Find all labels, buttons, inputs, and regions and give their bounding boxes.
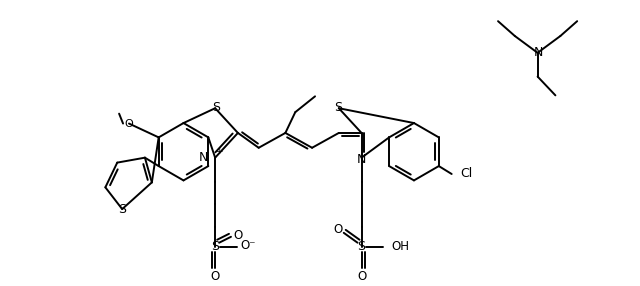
Text: O: O xyxy=(333,223,342,236)
Text: O: O xyxy=(233,229,243,242)
Text: S: S xyxy=(358,240,365,253)
Text: +: + xyxy=(216,147,223,156)
Text: N: N xyxy=(357,153,366,166)
Text: O: O xyxy=(211,270,220,283)
Text: O⁻: O⁻ xyxy=(240,239,255,252)
Text: S: S xyxy=(334,101,342,114)
Text: N: N xyxy=(199,151,208,164)
Text: S: S xyxy=(211,240,219,253)
Text: OH: OH xyxy=(391,240,409,253)
Text: O: O xyxy=(125,118,133,128)
Text: S: S xyxy=(118,202,126,216)
Text: O: O xyxy=(357,270,366,283)
Text: N: N xyxy=(534,46,543,59)
Text: S: S xyxy=(212,101,220,114)
Text: Cl: Cl xyxy=(460,168,472,180)
